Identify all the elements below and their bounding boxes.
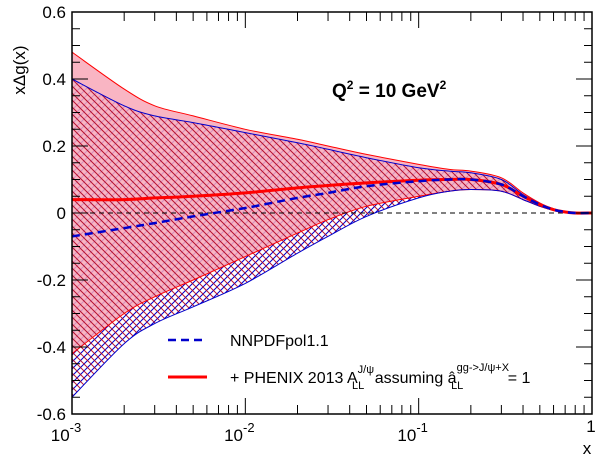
y-axis-label: xΔg(x) [10, 45, 29, 94]
nnpdf-central-line [72, 177, 592, 238]
central-curves [72, 177, 592, 238]
legend-label-phenix: + PHENIX 2013 AJ/ψ LL assuming âgg->J/ψ+X… [230, 362, 531, 392]
y-tick-label: -0.2 [37, 271, 66, 290]
x-tick-label: 10-1 [397, 420, 427, 445]
y-axis-ticks: -0.6 -0.4 -0.2 0 0.2 0.4 0.6 [37, 3, 592, 424]
q2-annotation: Q2 = 10 GeV2 [332, 78, 447, 102]
y-tick-label: 0.2 [42, 137, 66, 156]
x-tick-label: 1 [586, 417, 595, 436]
x-axis-ticks: 10-3 10-2 10-1 1 [51, 12, 596, 445]
y-tick-label: 0.6 [42, 3, 66, 22]
legend-label-nnpdf: NNPDFpol1.1 [230, 333, 329, 350]
nnpdf-band-hatch-overlay [72, 79, 592, 398]
x-axis-label: x [583, 439, 592, 458]
legend: NNPDFpol1.1 + PHENIX 2013 AJ/ψ LL assumin… [168, 333, 531, 392]
y-tick-label: 0 [57, 204, 66, 223]
y-tick-label: 0.4 [42, 70, 66, 89]
x-tick-label: 10-2 [224, 420, 254, 445]
y-tick-label: -0.6 [37, 405, 66, 424]
x-tick-label: 10-3 [51, 420, 81, 445]
y-tick-label: -0.4 [37, 338, 66, 357]
